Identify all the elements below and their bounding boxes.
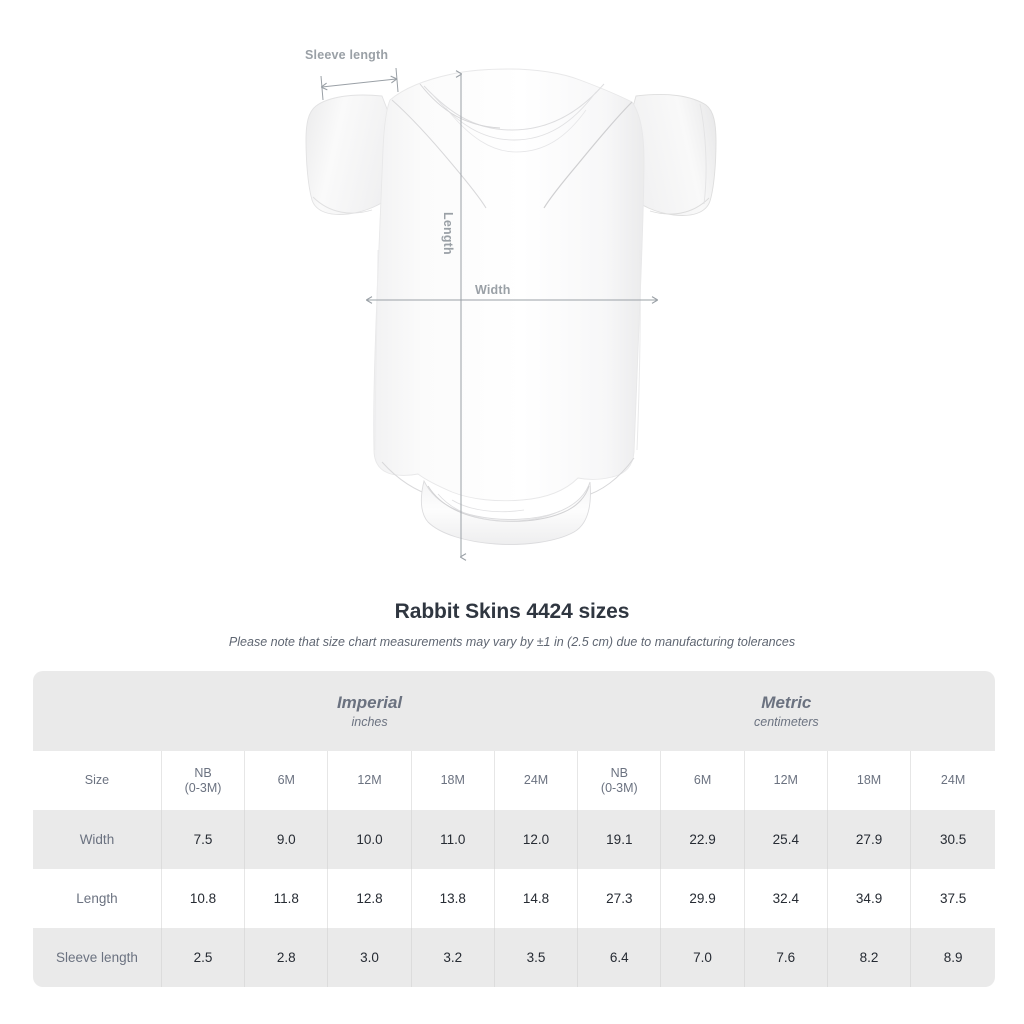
unit-name-imperial: Imperial: [336, 692, 403, 712]
cell-width-3: 11.0: [411, 810, 495, 869]
cell-width-0: 7.5: [161, 810, 246, 869]
cell-length-7: 32.4: [744, 869, 828, 928]
cell-length-8: 34.9: [827, 869, 912, 928]
header-col-0-size: NB: [194, 765, 212, 780]
cell-length-1: 11.8: [244, 869, 329, 928]
cell-width-2: 10.0: [327, 810, 412, 869]
width-label: Width: [475, 283, 511, 297]
header-col-5-size: NB: [610, 765, 628, 780]
cell-length-9: 37.5: [910, 869, 995, 928]
header-col-5-range: (0-3M): [600, 780, 638, 795]
header-col-6: 6M: [660, 751, 745, 810]
cell-width-6: 22.9: [660, 810, 745, 869]
cell-width-1: 9.0: [244, 810, 329, 869]
cell-sleeve-2: 3.0: [327, 928, 412, 987]
cell-sleeve-7: 7.6: [744, 928, 828, 987]
cell-length-4: 14.8: [494, 869, 579, 928]
header-col-7: 12M: [744, 751, 828, 810]
unit-spacer-left: [33, 671, 162, 751]
cell-width-4: 12.0: [494, 810, 579, 869]
cell-sleeve-1: 2.8: [244, 928, 329, 987]
cell-length-2: 12.8: [327, 869, 412, 928]
cell-sleeve-0: 2.5: [161, 928, 246, 987]
cell-sleeve-4: 3.5: [494, 928, 579, 987]
header-col-9: 24M: [910, 751, 995, 810]
header-col-4: 24M: [494, 751, 579, 810]
cell-width-5: 19.1: [577, 810, 662, 869]
cell-length-0: 10.8: [161, 869, 246, 928]
cell-length-6: 29.9: [660, 869, 745, 928]
header-col-2: 12M: [327, 751, 412, 810]
cell-sleeve-8: 8.2: [827, 928, 912, 987]
length-label: Length: [441, 212, 455, 255]
cell-width-7: 25.4: [744, 810, 828, 869]
cell-sleeve-3: 3.2: [411, 928, 495, 987]
unit-header-row: Imperial inches Metric centimeters: [33, 671, 995, 751]
bodysuit-body: [373, 68, 645, 502]
right-sleeve: [625, 94, 717, 216]
sleeve-length-label: Sleeve length: [305, 48, 389, 62]
table-row: Width 7.5 9.0 10.0 11.0 12.0 19.1 22.9 2…: [33, 810, 995, 869]
bodysuit-diagram: [305, 67, 717, 561]
header-col-0: NB (0-3M): [161, 751, 246, 810]
table-row: Sleeve length 2.5 2.8 3.0 3.2 3.5 6.4 7.…: [33, 928, 995, 987]
page-title: Rabbit Skins 4424 sizes: [394, 600, 630, 623]
title-block: Rabbit Skins 4424 sizes Please note that…: [0, 598, 1024, 650]
sleeve-length-dimension: [320, 67, 399, 101]
cell-sleeve-6: 7.0: [660, 928, 745, 987]
row-label-sleeve-length: Sleeve length: [33, 928, 162, 987]
header-col-3: 18M: [411, 751, 495, 810]
row-label-length: Length: [33, 869, 162, 928]
garment-illustration: Sleeve length Length Width: [305, 48, 717, 561]
unit-cell-imperial: Imperial inches: [161, 671, 578, 751]
left-sleeve: [305, 94, 397, 215]
cell-width-9: 30.5: [910, 810, 995, 869]
cell-length-5: 27.3: [577, 869, 662, 928]
size-chart-table-wrapper: Imperial inches Metric centimeters Size …: [33, 671, 995, 987]
header-col-8: 18M: [827, 751, 912, 810]
cell-sleeve-9: 8.9: [910, 928, 995, 987]
header-col-1: 6M: [244, 751, 329, 810]
header-size: Size: [33, 751, 162, 810]
unit-sub-metric: centimeters: [754, 714, 819, 729]
size-chart-table: Imperial inches Metric centimeters Size …: [33, 671, 995, 987]
unit-cell-metric: Metric centimeters: [577, 671, 995, 751]
tolerance-note: Please note that size chart measurements…: [228, 635, 796, 649]
cell-sleeve-5: 6.4: [577, 928, 662, 987]
header-col-0-range: (0-3M): [184, 780, 222, 795]
unit-name-metric: Metric: [761, 692, 812, 712]
row-label-width: Width: [33, 810, 162, 869]
cell-length-3: 13.8: [411, 869, 495, 928]
header-col-5: NB (0-3M): [577, 751, 662, 810]
size-header-row: Size NB (0-3M) 6M 12M 18M 24M NB (0-3M) …: [33, 751, 995, 810]
unit-sub-imperial: inches: [351, 714, 388, 729]
table-row: Length 10.8 11.8 12.8 13.8 14.8 27.3 29.…: [33, 869, 995, 928]
cell-width-8: 27.9: [827, 810, 912, 869]
